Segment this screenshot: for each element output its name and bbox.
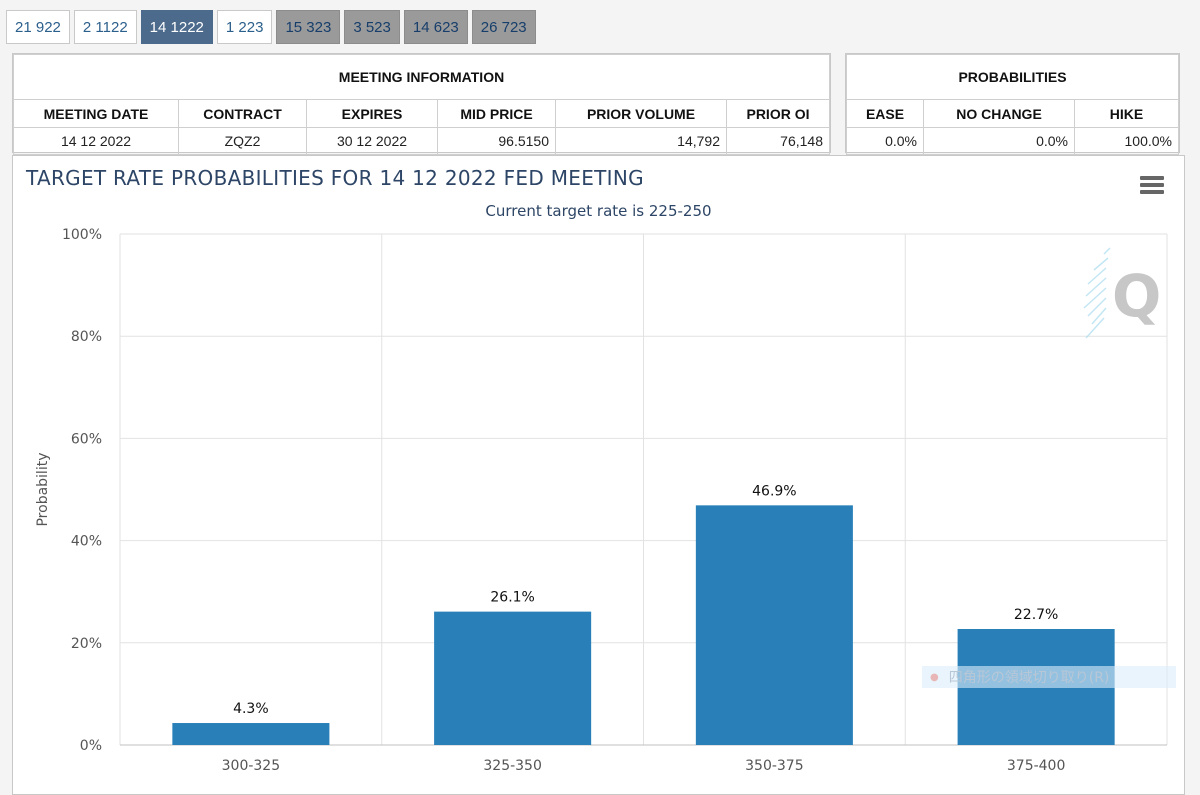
chart-subtitle: Current target rate is 225-250 [485, 202, 712, 220]
col-mid-price: MID PRICE [437, 99, 556, 128]
tab-0[interactable]: 21 922 [6, 10, 70, 44]
bar-350-375 [695, 505, 853, 745]
y-tick-label: 40% [71, 534, 102, 550]
y-axis-label: Probability [35, 452, 51, 526]
contract-value: ZQZ2 [178, 127, 307, 155]
logo-q-text: Q [1112, 262, 1160, 330]
y-tick-label: 0% [80, 738, 102, 754]
snip-menu-label: 四角形の領域切り取り(R) [948, 670, 1110, 686]
col-meeting-date: MEETING DATE [13, 99, 179, 128]
col-expires: EXPIRES [306, 99, 438, 128]
col-prior-oi: PRIOR OI [726, 99, 830, 128]
x-tick-label: 325-350 [483, 758, 542, 774]
x-tick-label: 300-325 [222, 758, 281, 774]
tab-7[interactable]: 26 723 [471, 10, 536, 44]
data-label: 26.1% [490, 590, 534, 606]
tab-1[interactable]: 2 1122 [73, 10, 137, 44]
probabilities-title: PROBABILITIES [846, 54, 1179, 100]
tab-6[interactable]: 14 623 [403, 10, 468, 44]
y-tick-label: 100% [62, 227, 102, 243]
tab-5[interactable]: 3 523 [344, 10, 400, 44]
probabilities-panel: PROBABILITIES EASE NO CHANGE HIKE 0.0% 0… [845, 53, 1180, 155]
meeting-information-title: MEETING INFORMATION [13, 54, 830, 100]
prior-oi-value: 76,148 [726, 127, 830, 155]
data-label: 46.9% [752, 483, 796, 499]
x-tick-label: 375-400 [1007, 758, 1066, 774]
y-tick-label: 60% [71, 431, 102, 447]
no-change-value: 0.0% [923, 127, 1075, 155]
y-tick-label: 80% [71, 329, 102, 345]
data-label: 4.3% [233, 701, 269, 717]
x-tick-label: 350-375 [745, 758, 804, 774]
tab-3[interactable]: 1 223 [216, 10, 273, 44]
meeting-date-value: 14 12 2022 [13, 127, 179, 155]
expires-value: 30 12 2022 [306, 127, 438, 155]
snip-menu-item[interactable]: ● 四角形の領域切り取り(R) [922, 666, 1176, 688]
meeting-date-tabs: 21 922 2 1122 14 1222 1 223 15 323 3 523 14 62… [6, 10, 536, 46]
col-prior-volume: PRIOR VOLUME [555, 99, 727, 128]
tab-2[interactable]: 14 1222 [140, 10, 213, 44]
y-tick-label: 20% [71, 636, 102, 652]
bar-300-325 [172, 723, 330, 745]
col-contract: CONTRACT [178, 99, 307, 128]
meeting-information-panel: MEETING INFORMATION MEETING DATE CONTRAC… [12, 53, 831, 155]
cme-q-logo-icon: Q [1083, 247, 1160, 339]
hike-value: 100.0% [1074, 127, 1179, 155]
ease-value: 0.0% [846, 127, 924, 155]
data-label: 22.7% [1014, 607, 1058, 623]
prior-volume-value: 14,792 [555, 127, 727, 155]
bullet-icon: ● [930, 671, 939, 683]
bar-325-350 [434, 611, 592, 745]
hamburger-menu-icon[interactable] [1140, 176, 1164, 196]
chart-title: TARGET RATE PROBABILITIES FOR 14 12 2022… [26, 166, 644, 190]
tab-4[interactable]: 15 323 [276, 10, 341, 44]
